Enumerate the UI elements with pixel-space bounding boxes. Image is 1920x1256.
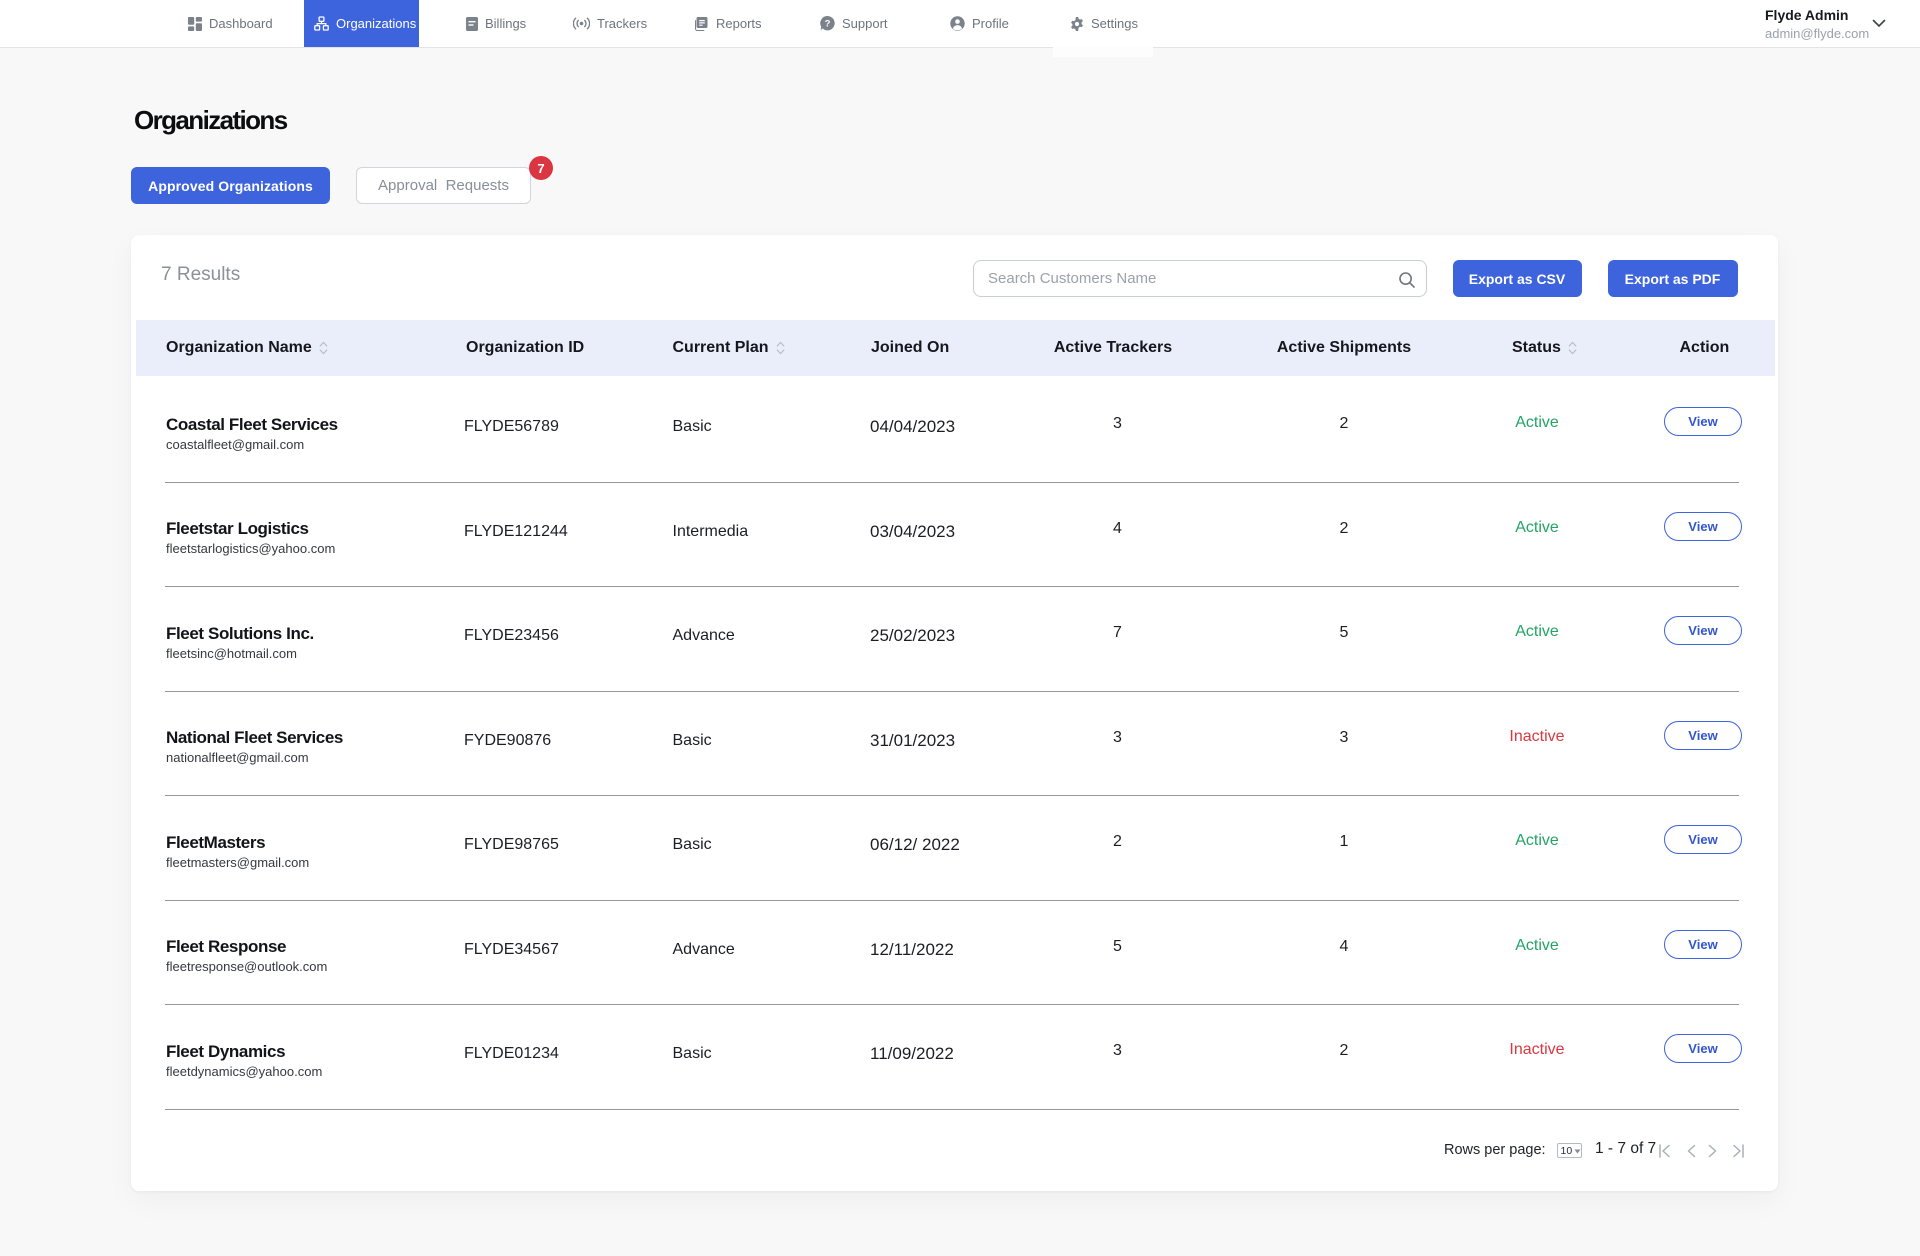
svg-text:?: ?	[825, 19, 831, 30]
